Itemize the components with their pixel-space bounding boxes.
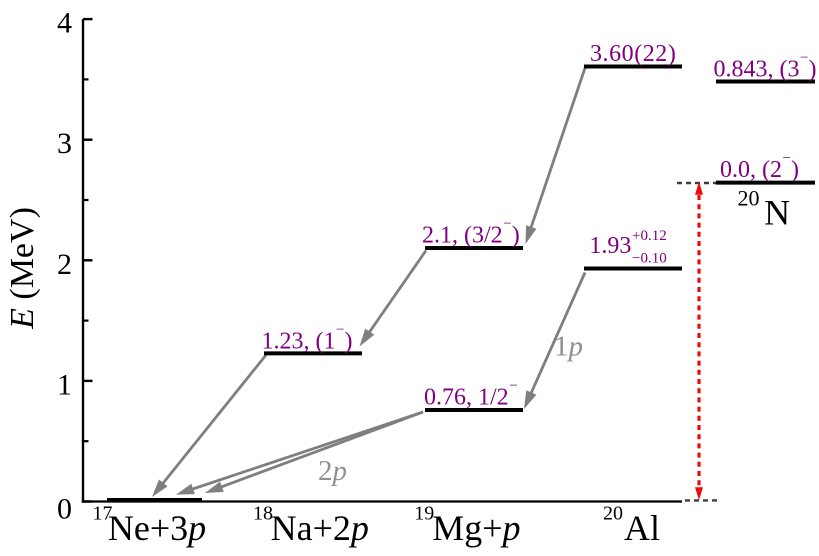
svg-text:1p: 1p bbox=[554, 331, 583, 363]
svg-text:0.843, (3: 0.843, (3 bbox=[714, 57, 800, 83]
svg-text:2: 2 bbox=[57, 248, 72, 281]
svg-text:): ) bbox=[809, 57, 817, 83]
svg-text:−: − bbox=[336, 322, 344, 338]
svg-text:3.60(22): 3.60(22) bbox=[590, 41, 676, 67]
svg-text:−0.10: −0.10 bbox=[632, 251, 667, 267]
svg-text:Na+2p: Na+2p bbox=[271, 508, 369, 548]
svg-text:19: 19 bbox=[414, 503, 434, 525]
svg-text:): ) bbox=[512, 223, 520, 249]
svg-text:): ) bbox=[345, 329, 353, 355]
svg-text:2p: 2p bbox=[318, 455, 347, 487]
svg-text:0.0, (2: 0.0, (2 bbox=[720, 157, 782, 183]
svg-text:2.1, (3/2: 2.1, (3/2 bbox=[422, 223, 503, 249]
svg-text:4: 4 bbox=[57, 7, 72, 40]
svg-text:3: 3 bbox=[57, 127, 72, 160]
svg-text:E (MeV): E (MeV) bbox=[4, 207, 41, 330]
svg-text:0: 0 bbox=[57, 493, 72, 526]
svg-text:−: − bbox=[503, 216, 511, 232]
svg-text:17: 17 bbox=[93, 503, 113, 525]
svg-text:1: 1 bbox=[57, 368, 72, 401]
svg-text:Al: Al bbox=[624, 508, 660, 548]
svg-text:0.76, 1/2: 0.76, 1/2 bbox=[424, 385, 509, 411]
svg-text:N: N bbox=[764, 193, 790, 233]
svg-text:): ) bbox=[791, 157, 799, 183]
svg-text:−: − bbox=[509, 378, 517, 394]
svg-text:20: 20 bbox=[738, 186, 760, 211]
svg-text:Ne+3p: Ne+3p bbox=[108, 508, 206, 548]
svg-text:Mg+p: Mg+p bbox=[432, 508, 520, 548]
svg-text:18: 18 bbox=[253, 503, 273, 525]
svg-text:+0.12: +0.12 bbox=[632, 228, 667, 244]
svg-text:−: − bbox=[783, 151, 791, 167]
svg-text:1.23, (1: 1.23, (1 bbox=[262, 329, 336, 355]
svg-text:−: − bbox=[800, 50, 808, 66]
svg-text:1.93: 1.93 bbox=[589, 233, 631, 259]
svg-text:20: 20 bbox=[603, 503, 623, 525]
